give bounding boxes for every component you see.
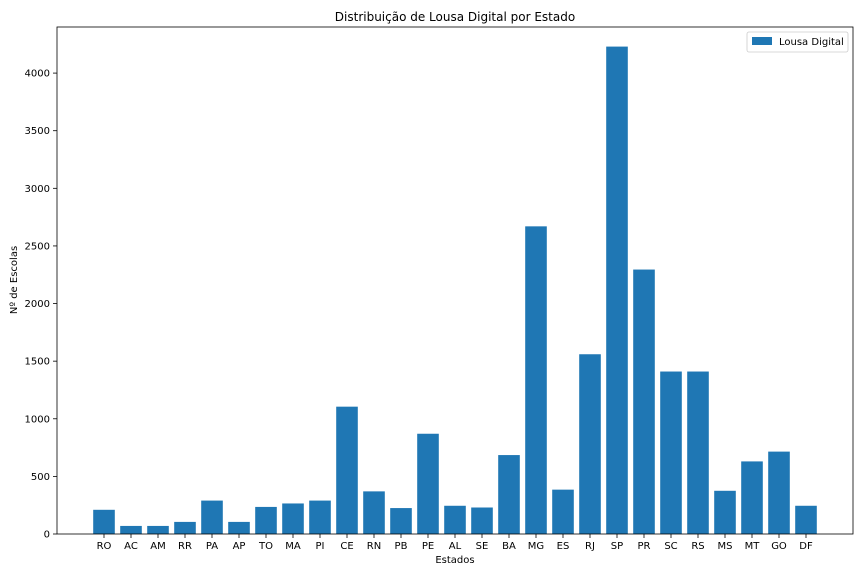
- bar-to: [255, 506, 277, 534]
- bar-es: [552, 489, 574, 534]
- bar-ma: [282, 503, 304, 534]
- legend-swatch: [752, 37, 772, 45]
- x-tick-label: AL: [449, 541, 462, 552]
- y-tick-label: 2000: [25, 299, 50, 310]
- x-tick-label: SP: [611, 541, 623, 552]
- x-tick-label: CE: [340, 541, 353, 552]
- bar-rs: [687, 371, 709, 534]
- y-tick-label: 0: [44, 530, 50, 541]
- x-tick-label: RS: [691, 541, 704, 552]
- bar-ce: [336, 406, 358, 534]
- y-tick-label: 500: [31, 472, 50, 483]
- x-tick-label: AM: [150, 541, 165, 552]
- x-tick-label: BA: [502, 541, 516, 552]
- x-tick-label: ES: [557, 541, 570, 552]
- bar-am: [147, 525, 169, 534]
- bar-ro: [93, 509, 115, 534]
- bar-sp: [606, 46, 628, 535]
- bar-pe: [417, 433, 439, 534]
- x-tick-label: PE: [422, 541, 434, 552]
- bar-sc: [660, 371, 682, 534]
- x-tick-label: DF: [799, 541, 813, 552]
- bar-pb: [390, 508, 412, 534]
- chart-title: Distribuição de Lousa Digital por Estado: [335, 10, 575, 24]
- bar-al: [444, 505, 466, 534]
- y-axis-label: Nº de Escolas: [9, 246, 20, 314]
- y-tick-label: 3500: [25, 126, 50, 137]
- y-tick-label: 1500: [25, 357, 50, 368]
- bar-rr: [174, 521, 196, 534]
- y-tick-label: 3000: [25, 184, 50, 195]
- bar-pa: [201, 500, 223, 534]
- x-tick-label: PR: [638, 541, 651, 552]
- x-tick-label: GO: [771, 541, 787, 552]
- bar-se: [471, 507, 493, 534]
- plot-frame: [56, 26, 854, 535]
- y-tick-label: 1000: [25, 414, 50, 425]
- y-tick-label: 4000: [25, 69, 50, 80]
- x-tick-label: MS: [718, 541, 733, 552]
- legend-label: Lousa Digital: [779, 37, 844, 48]
- bar-ap: [228, 521, 250, 534]
- bar-pr: [633, 269, 655, 534]
- x-tick-label: AP: [233, 541, 246, 552]
- x-tick-label: RJ: [585, 541, 595, 552]
- x-tick-label: AC: [124, 541, 138, 552]
- x-tick-label: SE: [476, 541, 489, 552]
- bar-pi: [309, 500, 331, 534]
- bar-ba: [498, 455, 520, 534]
- bar-df: [795, 505, 817, 534]
- x-axis-label: Estados: [435, 555, 474, 566]
- y-tick-label: 2500: [25, 241, 50, 252]
- y-axis: 0 500 1000 1500 2000 2500 3000 3500 4000: [25, 69, 57, 541]
- x-tick-label: SC: [664, 541, 677, 552]
- x-tick-label: RO: [97, 541, 112, 552]
- bar-ac: [120, 525, 142, 534]
- x-tick-label: RR: [178, 541, 192, 552]
- x-tick-label: PI: [316, 541, 325, 552]
- x-tick-label: MA: [285, 541, 301, 552]
- x-tick-label: TO: [258, 541, 273, 552]
- bar-rn: [363, 491, 385, 534]
- x-tick-label: PA: [206, 541, 218, 552]
- bars-group: [93, 46, 817, 535]
- x-tick-label: MT: [745, 541, 761, 552]
- bar-mt: [741, 461, 763, 534]
- x-tick-label: PB: [395, 541, 408, 552]
- x-tick-label: RN: [367, 541, 381, 552]
- bar-ms: [714, 490, 736, 534]
- legend-box: [746, 31, 849, 53]
- bar-go: [768, 451, 790, 534]
- legend: Lousa Digital: [746, 31, 849, 53]
- x-axis: RO AC AM RR PA AP TO MA PI CE RN PB PE AL SE BA MG ES RJ SP…: [97, 534, 813, 552]
- bar-rj: [579, 354, 601, 534]
- bar-mg: [525, 226, 547, 534]
- x-tick-label: MG: [528, 541, 544, 552]
